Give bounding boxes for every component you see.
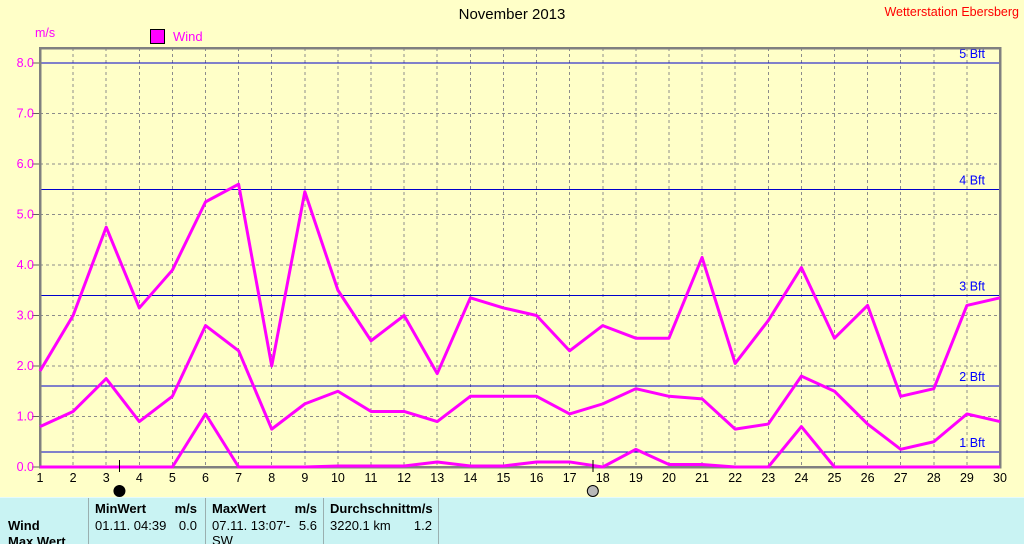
col-header: Durchschnitt [330,501,411,516]
wind-daily-max-line [38,182,1001,398]
col-value-text: 07.11. 13:07'-SW [212,518,291,544]
x-tick-label: 22 [728,471,742,485]
bft-label: 2 Bft [959,370,985,384]
x-tick-label: 11 [365,471,378,485]
x-tick-label: 30 [993,471,1007,485]
wind-legend-swatch-icon [150,29,165,44]
y-tick-label: 6.0 [17,157,34,171]
x-tick-label: 15 [496,471,510,485]
x-tick-label: 12 [397,471,411,485]
col-header: MaxWert [212,501,266,516]
bft-label: 3 Bft [959,279,985,293]
col-value-number: 1.2 [413,518,432,533]
x-tick-label: 13 [430,471,444,485]
table-row-label-clipped: Max.Wert [8,534,66,544]
table-row-label-wind: Wind [8,518,40,533]
table-separator [88,498,89,544]
page-title: November 2013 [458,6,566,23]
wind-daily-avg-line [39,324,1001,451]
x-tick-label: 4 [136,471,143,485]
new-moon-icon [113,485,126,497]
summary-table: Wind Max.Wert MinWert m/s 01.11. 04:39 0… [0,497,1024,544]
x-tick-label: 5 [169,471,176,485]
col-header: MinWert [95,501,147,516]
x-tick-label: 28 [927,471,941,485]
col-value-number: 0.0 [178,518,197,533]
x-tick-label: 27 [894,471,908,485]
x-tick-label: 6 [202,471,209,485]
x-tick-label: 25 [828,471,842,485]
x-tick-label: 20 [662,471,676,485]
table-separator [323,498,324,544]
x-tick-label: 26 [861,471,875,485]
table-separator [205,498,206,544]
bft-label: 5 Bft [959,47,985,61]
x-tick-label: 2 [70,471,77,485]
col-unit: m/s [174,501,197,516]
x-tick-label: 24 [794,471,808,485]
y-tick-label: 2.0 [17,359,34,373]
y-tick-label: 7.0 [17,107,34,121]
x-tick-label: 19 [629,471,643,485]
full-moon-icon [586,485,599,497]
col-unit: m/s [410,501,433,516]
wind-chart: 1 Bft 2 Bft 3 Bft 4 Bft 5 Bft 0.0 1.0 2.0 3.0 4.0… [17,46,1007,497]
wind-daily-min-line [40,412,1000,469]
col-value-number: 5.6 [298,518,317,533]
x-tick-label: 1 [37,471,44,485]
x-tick-label: 9 [301,471,308,485]
x-tick-label: 29 [960,471,974,485]
y-axis-unit-label: m/s [35,26,56,40]
col-value-text: 3220.1 km [330,518,391,533]
bft-label: 4 Bft [959,173,985,187]
col-unit: m/s [294,501,317,516]
y-tick-label: 8.0 [17,56,34,70]
table-separator [438,498,439,544]
x-tick-label: 3 [103,471,110,485]
x-tick-label: 16 [530,471,544,485]
y-tick-label: 3.0 [17,309,34,323]
x-tick-label: 8 [268,471,275,485]
x-tick-label: 10 [331,471,345,485]
y-tick-label: 1.0 [17,410,34,424]
col-value-text: 01.11. 04:39 [95,518,167,533]
x-tick-label: 23 [761,471,775,485]
wind-legend-label: Wind [173,29,203,44]
x-tick-label: 17 [563,471,577,485]
x-tick-label: 7 [235,471,242,485]
x-tick-label: 14 [463,471,477,485]
station-name: Wetterstation Ebersberg [884,5,1019,19]
wind-legend: Wind [150,29,203,44]
y-tick-label: 4.0 [17,258,34,272]
y-tick-label: 0.0 [17,460,34,474]
y-tick-label: 5.0 [17,208,34,222]
x-tick-label: 18 [596,471,610,485]
x-tick-label: 21 [695,471,709,485]
bft-label: 1 Bft [959,436,985,450]
